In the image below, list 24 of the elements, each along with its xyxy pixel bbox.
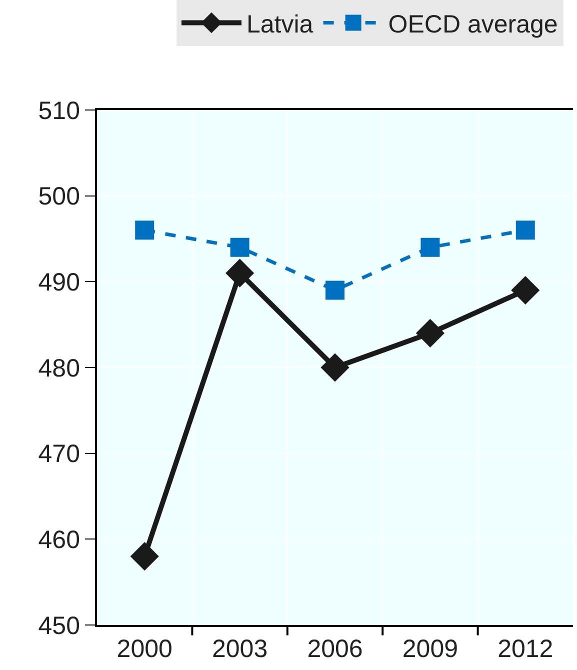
point <box>416 318 444 348</box>
point <box>230 238 250 257</box>
x-tick-label: 2003 <box>212 635 268 663</box>
point <box>516 220 535 240</box>
y-tick-label: 450 <box>38 612 80 640</box>
y-tick-label: 460 <box>38 526 80 554</box>
point <box>511 276 540 305</box>
point <box>226 258 254 288</box>
point <box>326 280 344 300</box>
y-tick-label: 470 <box>38 440 80 468</box>
x-tick-label: 2006 <box>307 635 363 663</box>
legend-label: OECD average <box>388 10 558 38</box>
point <box>135 220 154 240</box>
point <box>420 238 440 257</box>
y-tick-label: 510 <box>38 96 80 125</box>
point <box>130 542 159 571</box>
y-tick-label: 500 <box>38 182 80 211</box>
x-tick-label: 2009 <box>402 635 458 663</box>
x-tick-label: 2000 <box>116 635 172 663</box>
y-tick-label: 490 <box>38 268 80 296</box>
point <box>320 353 350 382</box>
legend-label: Latvia <box>246 10 314 38</box>
x-tick-label: 2012 <box>498 635 554 663</box>
y-tick-label: 480 <box>38 354 80 382</box>
